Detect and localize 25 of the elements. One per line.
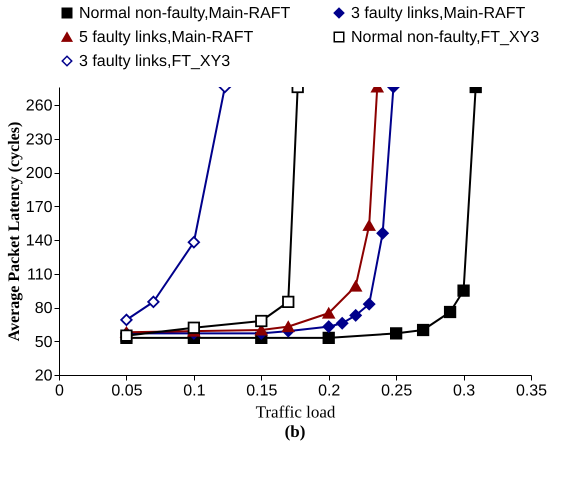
x-tick-label: 0.15 [246,382,278,400]
y-tick-label: 110 [26,266,53,284]
y-axis-title: Average Packet Latency (cycles) [6,122,23,342]
y-tick-label: 170 [26,198,53,216]
legend-label: 3 faulty links,Main-RAFT [351,5,526,22]
x-tick-label: 0.25 [381,382,412,400]
x-tick-label: 0.05 [111,382,143,400]
legend-label: Normal non-faulty,Main-RAFT [79,5,291,22]
y-tick-label: 230 [26,131,53,148]
y-tick-label: 50 [34,334,53,351]
x-axis-title: Traffic load [256,402,336,422]
x-tick-label: 0 [55,382,64,400]
y-tick-label: 140 [26,232,53,250]
legend-label: Normal non-faulty,FT_XY3 [351,29,540,46]
x-tick-label: 0.3 [452,382,476,400]
x-tick-label: 0.2 [318,382,340,400]
legend-label: 3 faulty links,FT_XY3 [79,53,230,70]
y-tick-label: 260 [26,98,53,114]
text: (b) [284,422,306,441]
y-tick-label: 80 [34,300,53,317]
legend-label: 5 faulty links,Main-RAFT [79,29,254,46]
y-tick-label: 200 [26,165,53,182]
x-tick-label: 0.1 [183,382,206,400]
y-tick-label: 20 [34,368,53,384]
x-tick-label: 0.35 [516,382,548,400]
